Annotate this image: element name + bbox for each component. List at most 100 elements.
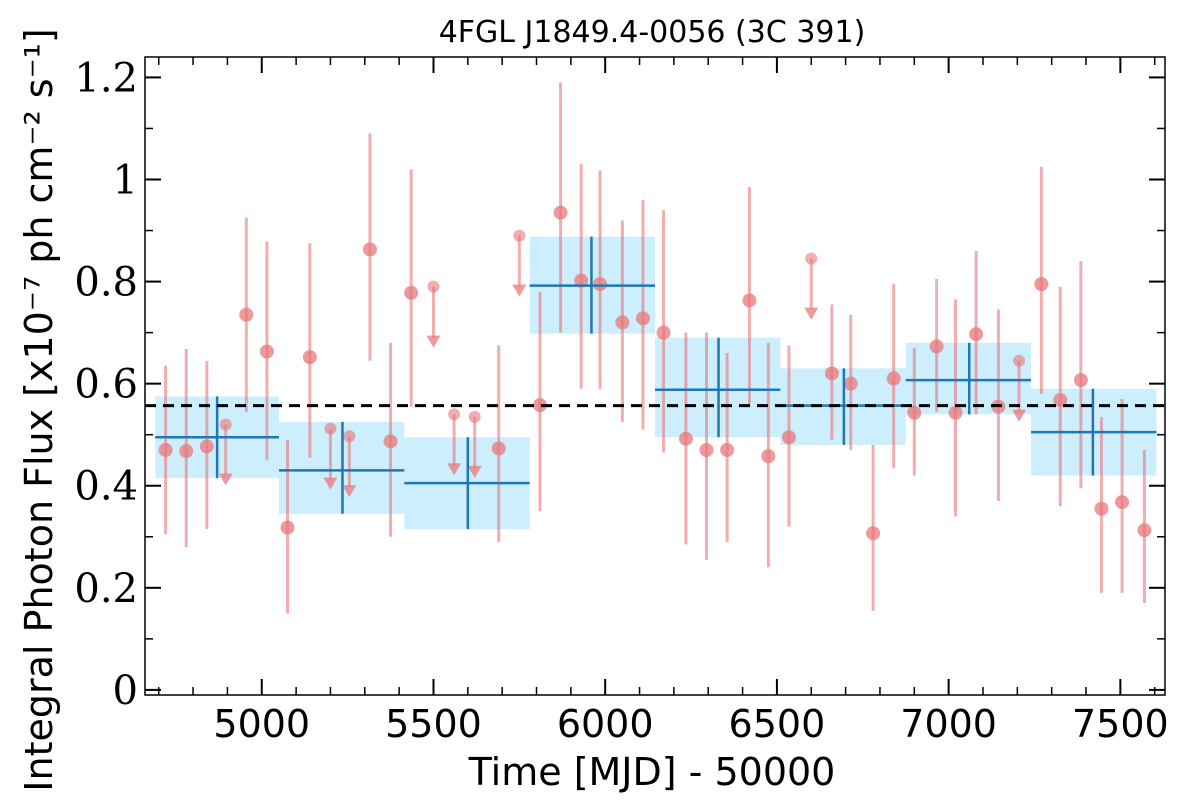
upper-limit-0 [218,418,233,486]
upper-limit-arrow-2 [342,485,357,498]
data-point-marker-35 [1073,373,1088,388]
data-point-marker-18 [678,431,693,446]
data-point-marker-5 [280,520,295,535]
data-point-25 [843,314,858,451]
y-axis-label: Integral Photon Flux [x10⁻⁷ ph cm⁻² s⁻¹] [17,28,61,791]
data-point-16 [635,199,650,430]
upper-limit-arrow-0 [218,473,233,486]
upper-limit-4 [447,408,462,476]
data-point-marker-2 [199,439,214,454]
data-point-marker-38 [1137,523,1152,538]
data-point-31 [969,250,984,415]
binned-flux-boxes [155,236,1157,530]
y-tick-label-1: 0.2 [74,566,138,612]
data-point-marker-12 [553,205,568,220]
x-tick-label-2: 6000 [557,702,654,746]
data-point-marker-29 [929,339,944,354]
data-point-marker-31 [969,327,984,342]
data-point-17 [656,210,671,453]
upper-limit-8 [1012,354,1027,422]
data-point-21 [742,187,757,405]
upper-limit-arrow-7 [804,307,819,320]
data-point-24 [824,304,839,440]
y-tick-label-3: 0.6 [74,362,138,408]
data-point-27 [886,284,901,468]
data-point-marker-25 [843,376,858,391]
upper-limit-marker-5 [468,410,481,423]
upper-limit-marker-6 [513,229,526,242]
chart-title: 4FGL J1849.4-0056 (3C 391) [439,15,866,50]
data-point-marker-16 [635,311,650,326]
data-point-33 [1034,166,1049,394]
x-tick-label-5: 7500 [1072,702,1169,746]
data-point-marker-8 [383,434,398,449]
bin-cross-3 [529,236,655,334]
data-point-2 [199,360,214,530]
data-point-0 [158,365,173,535]
data-point-4 [259,241,274,461]
data-point-10 [491,345,506,542]
data-point-6 [302,243,317,458]
upper-limit-arrow-8 [1012,409,1027,422]
data-point-marker-28 [907,405,922,420]
data-point-3 [239,217,254,412]
data-point-12 [553,82,568,333]
y-tick-label-2: 0.4 [74,464,138,510]
upper-limit-marker-1 [324,422,337,435]
upper-limit-2 [342,430,357,498]
data-point-marker-14 [593,277,608,292]
plot-frame [144,56,1166,696]
upper-limit-marker-7 [805,252,818,265]
data-point-35 [1073,261,1088,489]
data-point-23 [781,345,796,527]
bin-cross-7 [1031,388,1157,476]
data-point-13 [574,164,589,389]
x-tick-label-1: 5500 [385,702,482,746]
data-point-marker-10 [491,441,506,456]
bin-cross-4 [655,337,781,438]
upper-limit-marker-2 [343,430,356,443]
upper-limit-3 [426,280,441,348]
upper-limit-7 [804,252,819,320]
data-point-marker-21 [742,293,757,308]
data-point-marker-4 [259,344,274,359]
data-point-34 [1053,286,1068,507]
x-tick-label-3: 6500 [729,702,826,746]
data-point-marker-13 [574,273,589,288]
data-point-7 [362,133,377,361]
data-point-marker-36 [1094,501,1109,516]
x-tick-labels: 5000 5500 6000 6500 7000 7500 [213,702,1168,746]
upper-limit-arrow-4 [447,463,462,476]
upper-limit-marker-0 [219,418,232,431]
data-point-11 [532,291,547,512]
upper-limit-6 [512,229,527,297]
data-point-28 [907,347,922,476]
data-points [158,82,1152,614]
x-tick-label-4: 7000 [900,702,997,746]
binned-flux-crosses [155,236,1157,530]
upper-limit-arrow-3 [426,335,441,348]
data-point-marker-27 [886,371,901,386]
data-point-38 [1137,450,1152,604]
upper-limit-marker-4 [448,408,461,421]
data-point-18 [678,332,693,545]
data-point-marker-7 [362,242,377,257]
y-tick-labels: 0 0.2 0.4 0.6 0.8 1 1.2 [74,55,138,713]
data-point-marker-30 [948,405,963,420]
data-point-15 [615,220,630,422]
upper-limit-arrow-1 [323,477,338,490]
data-point-8 [383,342,398,537]
y-tick-label-6: 1.2 [74,55,138,101]
upper-limit-arrow-5 [467,465,482,478]
y-tick-label-5: 1 [113,157,138,203]
data-point-5 [280,439,295,614]
bin-cross-1 [278,421,405,514]
data-point-marker-9 [404,285,419,300]
data-point-14 [593,170,608,389]
data-point-marker-24 [824,366,839,381]
data-point-marker-23 [781,430,796,445]
data-point-marker-26 [866,526,881,541]
axis-ticks [145,57,1165,695]
data-point-marker-33 [1034,277,1049,292]
